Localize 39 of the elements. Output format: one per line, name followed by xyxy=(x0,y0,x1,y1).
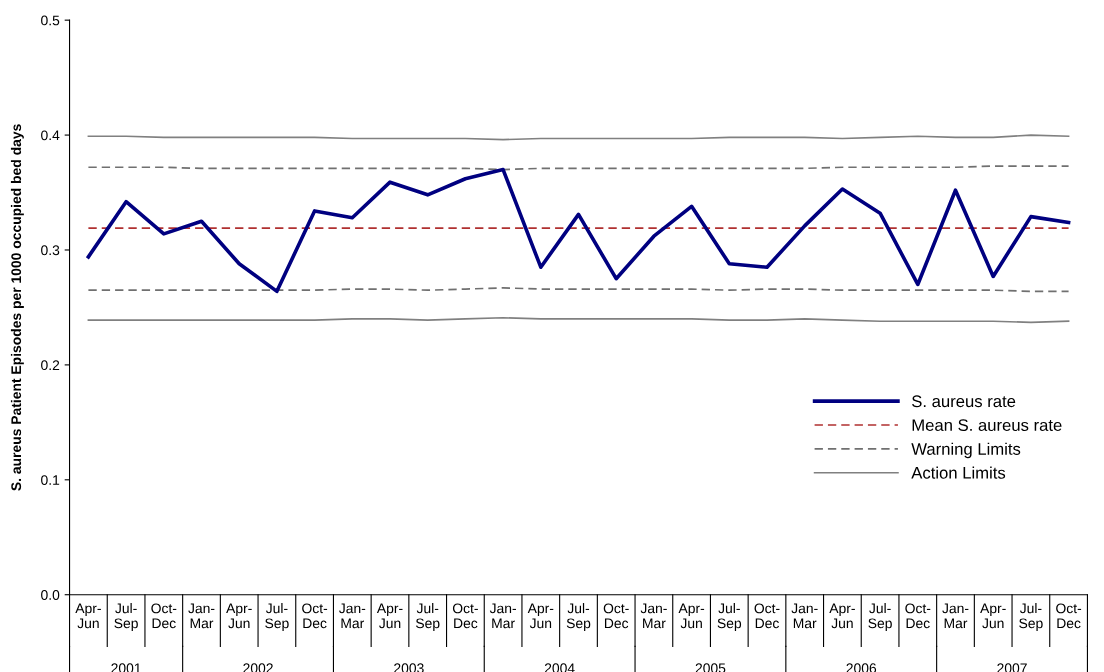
x-tick-label: Oct-Dec xyxy=(151,603,177,629)
x-tick-label: Jan-Mar xyxy=(640,603,667,629)
x-tick-label: Oct-Dec xyxy=(302,603,328,629)
legend-label: Action Limits xyxy=(911,466,1006,479)
x-tick-label: Apr-Jun xyxy=(678,603,705,629)
x-tick-label: Apr-Jun xyxy=(527,603,554,629)
x-tick-label: Jul-Sep xyxy=(415,603,440,631)
x-tick-label: Jan-Mar xyxy=(188,603,215,629)
line-series xyxy=(86,167,1071,294)
y-tick-label: 0.3 xyxy=(41,245,60,256)
x-tick-label: Oct-Dec xyxy=(452,603,478,629)
y-tick-label: 0.0 xyxy=(41,590,60,600)
legend-label: Mean S. aureus rate xyxy=(912,419,1062,432)
y-tick-label: 0.4 xyxy=(41,130,60,141)
x-tick-label: Apr-Jun xyxy=(829,603,855,629)
y-tick-label: 0.2 xyxy=(41,360,60,371)
x-tick-label: Oct-Dec xyxy=(754,603,780,629)
legend-label: Warning Limits xyxy=(911,442,1021,459)
x-tick-label: Jul-Sep xyxy=(1019,603,1043,631)
legend-label: S. aureus rate xyxy=(912,395,1016,408)
y-tick-label: 0.1 xyxy=(41,475,60,485)
x-tick-label: Jul-Sep xyxy=(566,603,591,631)
x-tick-label: Apr-Jun xyxy=(980,603,1006,629)
x-tick-label: Jan-Mar xyxy=(791,603,818,629)
x-tick-label: Jul-Sep xyxy=(717,603,742,631)
x-tick-label: Apr-Jun xyxy=(376,603,403,629)
x-tick-label: Jul-Sep xyxy=(868,603,892,631)
x-tick-label: Jul-Sep xyxy=(265,603,289,631)
x-tick-label: Oct-Dec xyxy=(603,603,629,629)
x-tick-label: Jul-Sep xyxy=(114,603,138,631)
y-tick-label: 0.5 xyxy=(41,15,60,26)
y-axis-title: S. aureus Patient Episodes per 1000 occupied bed days xyxy=(10,124,24,491)
x-tick-label: Oct-Dec xyxy=(905,603,931,629)
x-tick-label: Oct-Dec xyxy=(1056,603,1082,629)
x-tick-label: Apr-Jun xyxy=(226,603,252,629)
x-tick-label: Jan-Mar xyxy=(489,603,516,629)
x-tick-label: Jan-Mar xyxy=(942,603,969,629)
x-tick-label: Jan-Mar xyxy=(339,603,366,629)
x-tick-label: Apr-Jun xyxy=(75,603,101,629)
